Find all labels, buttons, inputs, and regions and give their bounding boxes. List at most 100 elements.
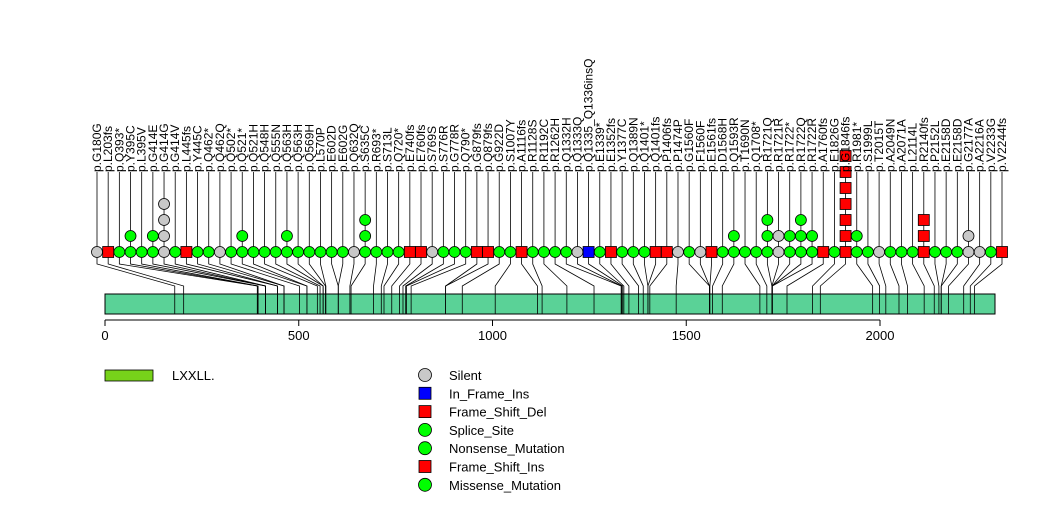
mutation-label: p.E1339* [593, 122, 607, 172]
mutation-label: p.L203fs [101, 126, 115, 172]
mutation-label: p.L2114L [906, 123, 920, 172]
mutation-label: p.Q1593R [727, 117, 741, 172]
baseline-marker [973, 246, 986, 258]
baseline-marker [984, 246, 997, 258]
mutation-connector [819, 252, 846, 294]
legend-label: Missense_Mutation [449, 478, 561, 493]
mutation-connector [445, 252, 489, 294]
stacked-marker [839, 166, 852, 178]
stacked-marker [761, 230, 774, 242]
mutation-label: p.Q1333Q [570, 117, 584, 172]
mutation-label: p.V2233G [984, 118, 998, 172]
baseline-marker [113, 246, 126, 258]
mutation-label: p.Q521* [235, 128, 249, 172]
baseline-marker [605, 246, 617, 258]
baseline-marker [705, 246, 718, 258]
stacked-marker [281, 230, 293, 242]
mutation-connector [744, 252, 761, 294]
baseline-marker [370, 246, 383, 258]
baseline-marker [750, 246, 763, 258]
mutation-connector [219, 252, 285, 294]
mutation-label: p.R1981* [850, 122, 864, 172]
baseline-marker [202, 246, 215, 258]
mutation-connector [380, 252, 388, 294]
mutation-label: p.L445fs [179, 126, 193, 172]
stacked-marker [839, 198, 852, 210]
baseline-marker [504, 246, 517, 258]
legend-label: Silent [449, 368, 482, 383]
mutation-label: p.F1560F [693, 121, 707, 172]
mutation-label: p.Q502* [224, 128, 238, 172]
mutation-connector [494, 252, 511, 294]
mutation-connector [856, 252, 874, 294]
mutation-label: p.Q1389N [626, 117, 640, 172]
legend-swatch [418, 477, 432, 492]
stacked-marker [839, 230, 852, 242]
baseline-marker [325, 246, 338, 258]
stacked-marker [962, 230, 975, 242]
mutation-connector [963, 252, 981, 294]
baseline-marker [716, 246, 729, 258]
baseline-marker [470, 246, 483, 258]
mutation-connector [197, 252, 278, 294]
mutation-label: p.A2049N [883, 119, 897, 172]
stacked-marker [839, 214, 852, 226]
mutation-connector [632, 252, 644, 294]
mutation-label: p.S769S [425, 126, 439, 172]
mutation-connector [532, 252, 543, 294]
stacked-marker [839, 182, 852, 194]
baseline-marker [426, 246, 439, 258]
domain-legend-label: LXXLL. [172, 368, 215, 383]
mutation-connector [253, 252, 308, 294]
baseline-marker [560, 246, 573, 258]
baseline-marker [415, 246, 427, 258]
mutation-connector [402, 252, 433, 294]
mutation-connector [275, 252, 321, 294]
baseline-marker [794, 246, 807, 258]
mutation-connector [350, 252, 366, 294]
baseline-marker [862, 246, 874, 258]
mutation-label: p.S1007Y [503, 119, 517, 172]
mutation-connector [383, 252, 400, 294]
mutation-label: p.E1352fs [604, 118, 618, 172]
mutation-label: p.Q563H [291, 124, 305, 172]
stacked-marker [806, 230, 818, 242]
baseline-marker [225, 246, 237, 258]
mutation-label: p.Q790* [459, 128, 473, 172]
stacked-marker [839, 150, 852, 162]
mutation-connector [96, 252, 176, 294]
mutation-label: p.Q548H [258, 124, 272, 172]
mutation-label: p.G180G [90, 123, 104, 172]
legend-label: Nonsense_Mutation [449, 441, 565, 456]
mutation-label: p.E2158D [950, 118, 964, 172]
mutation-connector [264, 252, 318, 294]
mutation-connector [577, 252, 622, 294]
mutation-connector [599, 252, 625, 294]
mutation-label: p.S635C [358, 125, 372, 172]
baseline-marker [359, 246, 372, 258]
baseline-marker [146, 246, 159, 258]
baseline-marker [236, 246, 249, 258]
baseline-marker [482, 246, 494, 258]
mutation-connector [610, 252, 630, 294]
baseline-marker [672, 246, 684, 258]
mutation-connector [230, 252, 300, 294]
x-axis: 0 500 1000 1500 2000 [101, 319, 894, 343]
lollipop-stems [96, 172, 1003, 252]
mutation-label: p.A1116fs [515, 120, 529, 172]
mutation-label: p.Q462Q [213, 123, 227, 172]
baseline-marker [158, 246, 170, 258]
mutation-connector [755, 252, 768, 294]
mutation-connector [118, 252, 258, 294]
legend-swatch [418, 386, 432, 400]
baseline-marker [806, 246, 818, 258]
mutation-label: p.Q1332H [559, 117, 573, 172]
mutation-connector [901, 252, 908, 294]
mutation-label: p.Q1335_Q1336insQ [582, 59, 596, 172]
mutation-connector [320, 252, 327, 294]
baseline-marker [493, 246, 506, 258]
mutation-connector [174, 252, 266, 294]
mutation-label: p.S1999L [861, 120, 875, 172]
baseline-marker [895, 246, 908, 258]
mutation-connector [974, 252, 1003, 294]
